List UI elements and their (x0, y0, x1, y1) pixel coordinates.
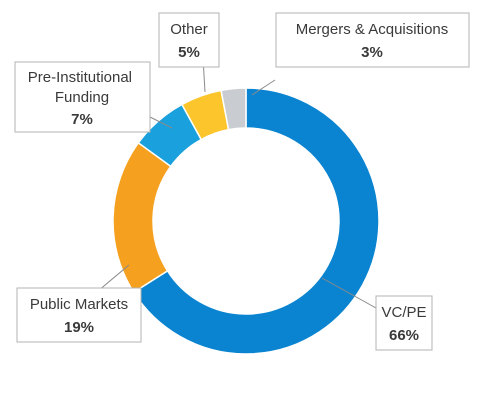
donut-slice-vc-pe (132, 87, 380, 355)
callout-label: Other (170, 21, 208, 38)
callout-box (275, 12, 470, 68)
callout-value: 66% (389, 327, 419, 344)
callout-value: 5% (178, 44, 200, 61)
callout-pre-institutional-funding: Pre-Institutional Funding 7% (14, 61, 151, 133)
donut-slices (112, 87, 380, 355)
callout-vcpe: VC/PE 66% (375, 295, 433, 351)
callout-box (158, 12, 220, 68)
leader-vcpe (321, 277, 377, 309)
callout-label: Pre-Institutional Funding (28, 69, 136, 106)
callout-value: 7% (71, 111, 93, 128)
leader-mergers (251, 79, 276, 96)
callout-label: Mergers & Acquisitions (296, 21, 449, 38)
donut-slice-mergers-acquisitions (220, 87, 247, 131)
callout-box (16, 287, 142, 343)
callout-value: 3% (361, 44, 383, 61)
callout-other: Other 5% (158, 12, 220, 68)
donut-slice-public-markets (112, 141, 172, 294)
callout-box (375, 295, 433, 351)
callout-mergers-acquisitions: Mergers & Acquisitions 3% (275, 12, 470, 68)
callout-value: 19% (64, 319, 94, 336)
callout-label: Public Markets (30, 296, 128, 313)
callout-label: VC/PE (381, 304, 426, 321)
callout-public-markets: Public Markets 19% (16, 287, 142, 343)
leader-pre-institutional (147, 115, 173, 129)
callout-box (14, 61, 151, 133)
